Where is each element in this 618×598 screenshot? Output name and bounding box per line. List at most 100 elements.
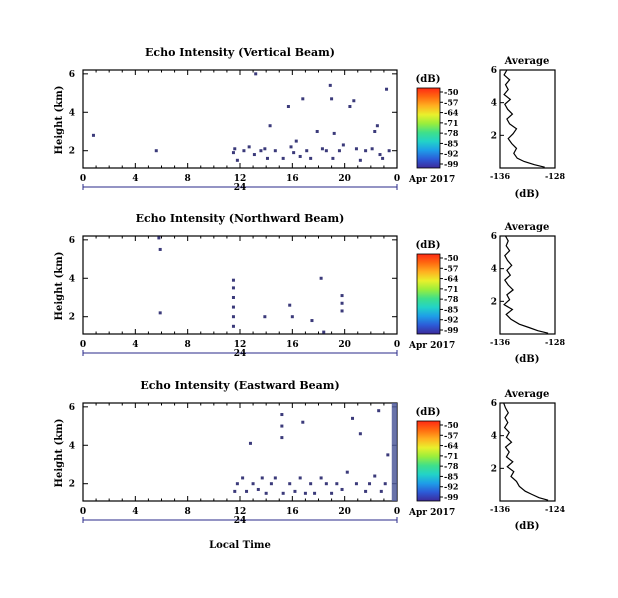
echo-point	[231, 305, 235, 309]
x-tick-label: 8	[185, 507, 191, 517]
colorbar-tick-label: -78	[444, 461, 459, 471]
echo-point	[241, 476, 245, 480]
echo-point	[292, 151, 296, 155]
echo-point	[324, 149, 328, 153]
avg-y-tick-label: 2	[491, 464, 497, 474]
echo-point	[235, 158, 239, 162]
echo-point	[354, 147, 358, 151]
avg-y-tick-label: 6	[491, 232, 497, 242]
echo-point	[364, 489, 368, 493]
y-tick-label: 2	[69, 147, 75, 157]
plot-frame	[82, 402, 398, 502]
average-frame	[499, 402, 556, 502]
echo-point	[335, 482, 339, 486]
avg-x-tick-label: -124	[545, 504, 565, 514]
echo-point	[289, 145, 293, 149]
ylabel-northward: Height (km)	[54, 252, 65, 321]
echo-point	[386, 453, 390, 457]
echo-point	[377, 409, 381, 413]
echo-point	[319, 476, 323, 480]
x-tick-label: 4	[132, 340, 138, 350]
x-tick-label: 4	[132, 507, 138, 517]
echo-point	[233, 147, 237, 151]
echo-point	[340, 487, 344, 491]
echo-point	[379, 489, 383, 493]
echo-point	[337, 149, 341, 153]
avg-x-tick-label: -128	[545, 171, 565, 181]
y-tick-label: 4	[69, 274, 75, 284]
echo-point	[288, 482, 292, 486]
x-tick-label: 16	[286, 340, 299, 350]
echo-point	[315, 129, 319, 133]
echo-point	[263, 147, 267, 151]
echo-point	[231, 286, 235, 290]
x-tick-label: 0	[394, 174, 400, 184]
colorbar-tick-label: -99	[444, 325, 459, 335]
avg-xlabel-vertical: (dB)	[515, 189, 540, 200]
echo-point	[331, 156, 335, 160]
colorbar-tick-label: -92	[444, 315, 458, 325]
x-tick-label: 12	[234, 340, 247, 350]
average-profile-line	[503, 69, 545, 168]
colorbar-tick-label: -85	[444, 304, 458, 314]
plot-frame	[82, 235, 398, 335]
echo-point	[256, 487, 260, 491]
echo-point	[298, 476, 302, 480]
echo-point	[301, 97, 305, 101]
average-frame	[499, 69, 556, 169]
echo-point	[340, 301, 344, 305]
month-label: Apr 2017	[408, 175, 455, 185]
echo-point	[280, 413, 284, 417]
echo-point	[293, 489, 297, 493]
colorbar-tick-label: -92	[444, 149, 458, 159]
echo-point	[383, 482, 387, 486]
avg-title-vertical: Average	[504, 56, 550, 67]
x-tick-label: 20	[338, 340, 351, 350]
avg-x-tick-label: -136	[490, 504, 510, 514]
x-tick-label: 8	[185, 340, 191, 350]
x-tick-label: 0	[80, 340, 86, 350]
echo-point	[245, 489, 249, 493]
x-tick-label: 4	[132, 174, 138, 184]
avg-title-eastward: Average	[504, 389, 550, 400]
echo-point	[375, 124, 379, 128]
echo-point	[273, 149, 277, 153]
y-tick-label: 2	[69, 313, 75, 323]
echo-point	[298, 154, 302, 158]
echo-point	[265, 156, 269, 160]
date-label: 24	[234, 183, 247, 193]
avg-title-northward: Average	[504, 222, 550, 233]
echo-point	[91, 133, 95, 137]
echo-point	[252, 153, 256, 157]
echo-point	[157, 236, 161, 240]
month-label: Apr 2017	[408, 341, 455, 351]
echo-point	[305, 149, 309, 153]
echo-point	[263, 315, 267, 319]
echo-point	[348, 105, 352, 109]
colorbar-tick-label: -57	[444, 263, 458, 273]
colorbar-tick-label: -92	[444, 482, 458, 492]
y-tick-label: 6	[69, 403, 75, 413]
colorbar-tick-label: -50	[444, 253, 459, 263]
date-label: 24	[234, 516, 247, 526]
avg-y-tick-label: 2	[491, 131, 497, 141]
colorbar	[416, 253, 441, 335]
echo-point	[264, 491, 268, 495]
echo-point	[254, 72, 258, 76]
avg-y-tick-label: 4	[491, 99, 497, 109]
colorbar-unit: (dB)	[416, 240, 441, 251]
echo-point	[385, 87, 389, 91]
echo-point	[280, 436, 284, 440]
echo-point	[370, 147, 374, 151]
colorbar-tick-label: -99	[444, 159, 459, 169]
average-frame	[499, 235, 556, 335]
echo-point	[381, 156, 385, 160]
avg-xlabel-northward: (dB)	[515, 354, 540, 365]
echo-point	[294, 139, 298, 143]
avg-y-tick-label: 4	[491, 265, 497, 275]
echo-point	[309, 156, 313, 160]
colorbar-tick-label: -85	[444, 138, 458, 148]
echo-point	[290, 315, 294, 319]
